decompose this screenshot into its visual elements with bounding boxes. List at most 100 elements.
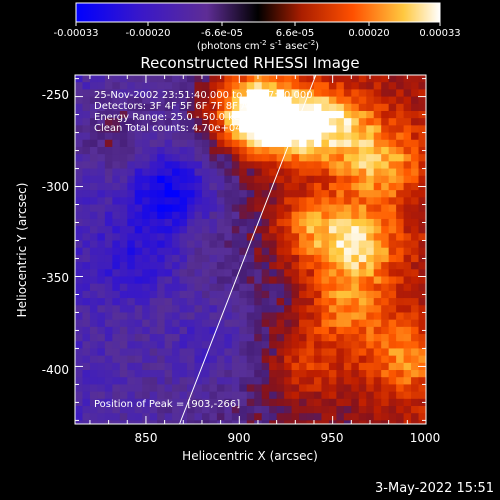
heatmap-cell bbox=[157, 334, 166, 342]
heatmap-cell bbox=[261, 218, 270, 227]
heatmap-cell bbox=[164, 420, 173, 424]
heatmap-cell bbox=[201, 334, 211, 342]
heatmap-cell bbox=[366, 355, 375, 364]
heatmap-cell bbox=[343, 334, 352, 342]
heatmap-cell bbox=[201, 82, 211, 90]
heatmap-cell bbox=[119, 319, 128, 328]
heatmap-cell bbox=[299, 276, 308, 285]
heatmap-cell bbox=[284, 139, 293, 148]
heatmap-cell bbox=[299, 233, 308, 242]
heatmap-cell bbox=[388, 218, 397, 227]
heatmap-cell bbox=[381, 132, 390, 141]
heatmap-cell bbox=[75, 413, 84, 422]
heatmap-cell bbox=[82, 290, 91, 299]
heatmap-cell bbox=[321, 190, 330, 198]
heatmap-cell bbox=[269, 182, 278, 191]
heatmap-cell bbox=[306, 377, 315, 386]
heatmap-cell bbox=[381, 139, 390, 148]
heatmap-cell bbox=[261, 290, 270, 299]
heatmap-cell bbox=[97, 103, 106, 112]
heatmap-cell bbox=[157, 218, 166, 227]
heatmap-cell bbox=[224, 226, 233, 234]
heatmap-cell bbox=[142, 211, 151, 220]
heatmap-cell bbox=[276, 254, 285, 263]
heatmap-cell bbox=[104, 348, 113, 357]
heatmap-cell bbox=[112, 276, 121, 285]
heatmap-cell bbox=[426, 334, 434, 342]
heatmap-cell bbox=[358, 276, 367, 285]
heatmap-cell bbox=[381, 420, 390, 424]
heatmap-cell bbox=[75, 82, 84, 90]
heatmap-cell bbox=[142, 110, 151, 119]
heatmap-cell bbox=[82, 384, 91, 393]
heatmap-cell bbox=[134, 182, 143, 191]
heatmap-cell bbox=[254, 161, 263, 170]
heatmap-cell bbox=[313, 82, 323, 90]
heatmap-cell bbox=[97, 428, 105, 436]
heatmap-cell bbox=[388, 326, 397, 335]
heatmap-cell bbox=[127, 420, 136, 424]
heatmap-cell bbox=[127, 226, 136, 234]
heatmap-cell bbox=[239, 240, 248, 249]
heatmap-cell bbox=[284, 168, 293, 177]
heatmap-cell bbox=[261, 406, 270, 414]
heatmap-cell bbox=[75, 197, 84, 206]
heatmap-cell bbox=[89, 334, 99, 342]
heatmap-cell bbox=[291, 290, 300, 299]
heatmap-cell bbox=[157, 125, 166, 134]
heatmap-cell bbox=[321, 175, 330, 184]
heatmap-cell bbox=[164, 204, 173, 213]
heatmap-cell bbox=[403, 226, 412, 234]
heatmap-cell bbox=[119, 75, 128, 83]
heatmap-cell bbox=[216, 290, 225, 299]
heatmap-cell bbox=[89, 276, 99, 285]
heatmap-cell bbox=[239, 139, 248, 148]
heatmap-cell bbox=[231, 125, 240, 134]
heatmap-cell bbox=[381, 110, 390, 119]
heatmap-cell bbox=[187, 269, 196, 278]
heatmap-cell bbox=[328, 406, 337, 414]
heatmap-cell bbox=[246, 161, 255, 170]
heatmap-cell bbox=[119, 276, 128, 285]
heatmap-cell bbox=[373, 96, 382, 105]
heatmap-cell bbox=[89, 254, 99, 263]
heatmap-cell bbox=[239, 132, 248, 141]
heatmap-cell bbox=[89, 398, 99, 407]
heatmap-cell bbox=[89, 319, 99, 328]
heatmap-cell bbox=[202, 428, 210, 436]
heatmap-cell bbox=[373, 406, 382, 414]
heatmap-cell bbox=[381, 240, 390, 249]
heatmap-cell bbox=[418, 312, 426, 321]
heatmap-cell bbox=[157, 384, 166, 393]
heatmap-cell bbox=[276, 211, 285, 220]
heatmap-cell bbox=[411, 204, 420, 213]
heatmap-cell bbox=[134, 276, 143, 285]
heatmap-cell bbox=[396, 139, 405, 148]
heatmap-cell bbox=[389, 428, 397, 436]
heatmap-cell bbox=[254, 384, 263, 393]
heatmap-cell bbox=[239, 182, 248, 191]
heatmap-cell bbox=[366, 413, 375, 422]
heatmap-cell bbox=[328, 110, 337, 119]
heatmap-cell bbox=[306, 341, 315, 350]
heatmap-cell bbox=[291, 218, 300, 227]
heatmap-cell bbox=[351, 96, 360, 105]
heatmap-cell bbox=[239, 348, 248, 357]
heatmap-cell bbox=[134, 161, 143, 170]
heatmap-cell bbox=[299, 341, 308, 350]
heatmap-cell bbox=[134, 110, 143, 119]
heatmap-cell bbox=[328, 89, 337, 98]
heatmap-cell bbox=[142, 262, 151, 270]
heatmap-cell bbox=[119, 96, 128, 105]
heatmap-cell bbox=[157, 182, 166, 191]
heatmap-cell bbox=[306, 370, 315, 378]
heatmap-cell bbox=[351, 197, 360, 206]
heatmap-cell bbox=[411, 362, 420, 371]
heatmap-cell bbox=[231, 139, 240, 148]
heatmap-cell bbox=[224, 247, 233, 256]
heatmap-cell bbox=[112, 96, 121, 105]
heatmap-cell bbox=[164, 362, 173, 371]
heatmap-cell bbox=[172, 154, 181, 162]
heatmap-cell bbox=[291, 240, 300, 249]
heatmap-cell bbox=[373, 218, 382, 227]
